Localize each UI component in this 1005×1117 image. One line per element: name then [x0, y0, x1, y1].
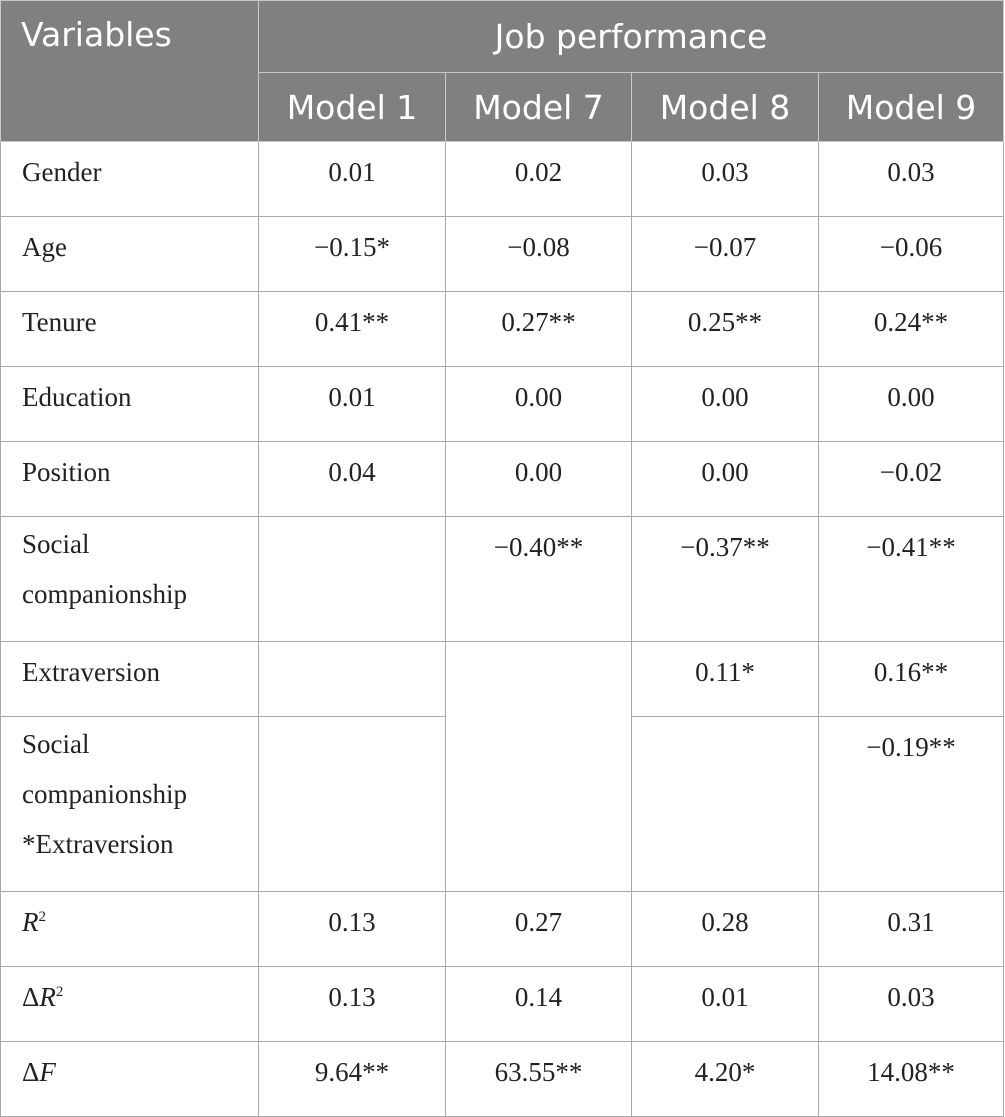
- row-label-line: *Extraversion: [22, 829, 174, 859]
- table-cell: 0.31: [817, 891, 1005, 967]
- table-cell: [445, 641, 632, 892]
- table-cell: 0.14: [445, 966, 632, 1042]
- table-cell: −0.06: [817, 216, 1005, 292]
- table-cell: −0.15*: [258, 216, 446, 292]
- table-cell: 0.41**: [258, 291, 446, 367]
- model-header: Model 8: [631, 72, 819, 142]
- row-label-main: F: [39, 1057, 56, 1087]
- row-label: Gender: [0, 141, 259, 217]
- table-cell: 63.55**: [445, 1041, 632, 1117]
- row-label-main: R: [22, 907, 39, 937]
- model-header: Model 1: [258, 72, 446, 142]
- table-cell: 0.13: [258, 891, 446, 967]
- table-cell: 0.01: [258, 366, 446, 442]
- table-row: Gender 0.01 0.02 0.03 0.03: [0, 141, 1005, 217]
- table-cell: −0.07: [631, 216, 819, 292]
- table-cell: 4.20*: [631, 1041, 819, 1117]
- table-cell: 0.00: [631, 441, 819, 517]
- row-label: Tenure: [0, 291, 259, 367]
- row-label: Position: [0, 441, 259, 517]
- row-label: Age: [0, 216, 259, 292]
- row-label: ΔR2: [0, 966, 259, 1042]
- table-cell: [258, 516, 446, 642]
- table-cell: 0.27**: [445, 291, 632, 367]
- table-row: Position 0.04 0.00 0.00 −0.02: [0, 441, 1005, 517]
- table-cell: 9.64**: [258, 1041, 446, 1117]
- row-label: Extraversion: [0, 641, 259, 717]
- header-row-group: Variables Job performance: [0, 0, 1005, 142]
- table-row: Social companionship −0.40** −0.37** −0.4…: [0, 516, 1005, 642]
- table-cell: 0.13: [258, 966, 446, 1042]
- row-label: Social companionship *Extraversion: [0, 716, 259, 892]
- table-cell: 0.00: [445, 366, 632, 442]
- table-row: Education 0.01 0.00 0.00 0.00: [0, 366, 1005, 442]
- row-label-line: companionship: [22, 779, 187, 809]
- row-label: ΔF: [0, 1041, 259, 1117]
- row-label-line: Social: [22, 729, 90, 759]
- table-cell: −0.19**: [817, 716, 1005, 892]
- row-label: R2: [0, 891, 259, 967]
- row-label-line: Social: [22, 529, 90, 559]
- table-cell: 0.28: [631, 891, 819, 967]
- row-label-sup: 2: [38, 909, 47, 925]
- row-label-line: companionship: [22, 579, 187, 609]
- table-cell: 0.00: [817, 366, 1005, 442]
- table-cell: 0.03: [817, 966, 1005, 1042]
- table-cell: 0.25**: [631, 291, 819, 367]
- table-cell: 0.00: [445, 441, 632, 517]
- table-cell: −0.41**: [817, 516, 1005, 642]
- table-row: Age −0.15* −0.08 −0.07 −0.06: [0, 216, 1005, 292]
- header-row-models: Model 1 Model 7 Model 8 Model 9: [1, 72, 1005, 142]
- table-row: Social companionship *Extraversion −0.19**: [0, 716, 1005, 892]
- row-label: Social companionship: [0, 516, 259, 642]
- table-row: ΔF 9.64** 63.55** 4.20* 14.08**: [0, 1041, 1005, 1117]
- table-cell: 0.02: [445, 141, 632, 217]
- table-cell: −0.37**: [631, 516, 819, 642]
- table-cell: −0.40**: [445, 516, 632, 642]
- table-cell: 0.11*: [631, 641, 819, 717]
- table-cell: 0.04: [258, 441, 446, 517]
- row-label: Education: [0, 366, 259, 442]
- table-row: R2 0.13 0.27 0.28 0.31: [0, 891, 1005, 967]
- table-row: Extraversion 0.11* 0.16**: [0, 641, 1005, 892]
- table-cell: 0.24**: [817, 291, 1005, 367]
- job-performance-header: Job performance: [257, 0, 1005, 73]
- table-cell: 14.08**: [817, 1041, 1005, 1117]
- model-header: Model 7: [445, 72, 632, 142]
- table-cell: 0.03: [631, 141, 819, 217]
- table-cell: [631, 716, 819, 892]
- table-cell: 0.27: [445, 891, 632, 967]
- table-cell: −0.08: [445, 216, 632, 292]
- variables-header: Variables: [0, 0, 259, 142]
- table-cell: [258, 716, 446, 892]
- table-cell: [258, 641, 446, 717]
- table-row: ΔR2 0.13 0.14 0.01 0.03: [0, 966, 1005, 1042]
- row-label-prefix: Δ: [22, 1057, 40, 1087]
- table-row: Tenure 0.41** 0.27** 0.25** 0.24**: [0, 291, 1005, 367]
- table-cell: 0.01: [631, 966, 819, 1042]
- row-label-sup: 2: [55, 984, 64, 1000]
- table-cell: −0.02: [817, 441, 1005, 517]
- table-cell: 0.01: [258, 141, 446, 217]
- model-header: Model 9: [817, 72, 1005, 142]
- table-cell: 0.16**: [817, 641, 1005, 717]
- table-cell: 0.03: [817, 141, 1005, 217]
- table-cell: 0.00: [631, 366, 819, 442]
